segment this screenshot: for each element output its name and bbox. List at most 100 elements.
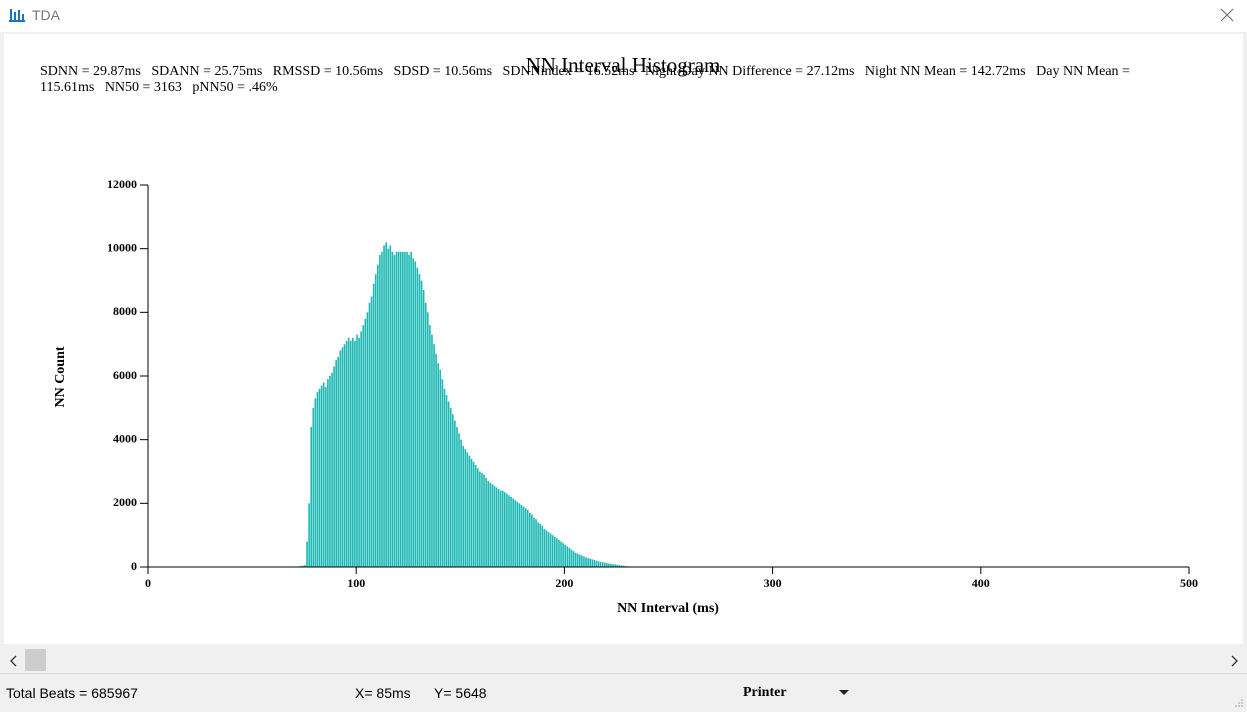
bar: [306, 541, 308, 567]
bar: [402, 251, 404, 567]
scroll-thumb[interactable]: [25, 649, 46, 671]
scroll-right[interactable]: [1231, 655, 1238, 667]
bar: [304, 565, 306, 567]
bar: [352, 337, 354, 567]
bar: [585, 557, 587, 567]
bar: [424, 302, 427, 567]
bar: [506, 493, 508, 567]
bar: [333, 366, 335, 567]
bar: [389, 245, 392, 567]
bar: [558, 539, 560, 567]
cursor-x: X= 85ms: [355, 685, 411, 701]
horizontal-scrollbar[interactable]: [0, 648, 1247, 672]
bar: [318, 388, 321, 567]
bar: [399, 251, 402, 567]
bar: [358, 337, 360, 567]
bar: [335, 360, 338, 567]
bar: [314, 398, 317, 567]
bar: [616, 564, 619, 567]
bar: [497, 489, 500, 567]
x-tick-label: 200: [555, 576, 573, 590]
bar: [345, 340, 348, 567]
bar: [356, 334, 358, 567]
bar: [535, 519, 537, 567]
bar: [426, 312, 429, 567]
bar: [347, 337, 350, 567]
bar: [406, 251, 408, 567]
title-bar: TDA: [0, 0, 1247, 32]
bar: [543, 528, 546, 567]
bar: [397, 251, 400, 567]
bar: [372, 283, 375, 567]
bar: [610, 563, 612, 567]
bar: [393, 255, 396, 568]
bar: [422, 290, 425, 567]
bar: [545, 530, 548, 567]
dropdown-arrow[interactable]: [839, 690, 849, 696]
bar: [501, 490, 504, 567]
bar: [562, 543, 564, 567]
bar: [526, 509, 529, 567]
bar: [622, 565, 625, 567]
bar: [581, 555, 583, 567]
cursor-y: Y= 5648: [434, 685, 487, 701]
bar: [466, 452, 469, 567]
bar: [576, 553, 579, 567]
bar: [574, 552, 577, 567]
y-tick-label: 6000: [113, 368, 137, 382]
bar: [608, 563, 610, 567]
bar: [560, 541, 562, 567]
bar: [547, 531, 550, 567]
bar: [354, 340, 356, 567]
bar: [556, 538, 558, 567]
bar: [349, 340, 352, 567]
bar: [308, 503, 310, 567]
bar: [431, 334, 433, 567]
bar: [341, 347, 344, 567]
bar: [435, 353, 437, 567]
y-tick-label: 2000: [113, 495, 137, 509]
bar: [433, 344, 435, 567]
chart-panel: [4, 34, 1243, 644]
bar: [476, 468, 479, 567]
bar: [493, 485, 496, 567]
bar: [487, 481, 489, 567]
bar: [508, 495, 510, 567]
bar: [395, 251, 398, 567]
y-tick-label: 8000: [113, 304, 137, 318]
bar: [320, 385, 323, 567]
bar: [499, 490, 502, 567]
bar: [533, 517, 535, 567]
bar: [522, 506, 525, 567]
bar: [474, 465, 477, 567]
bar: [539, 524, 542, 567]
bar: [578, 554, 581, 567]
bar: [339, 350, 342, 567]
bar: [337, 356, 340, 567]
total-beats: Total Beats = 685967: [6, 685, 138, 701]
x-tick-label: 0: [145, 576, 151, 590]
bar: [447, 401, 450, 567]
bar: [468, 455, 471, 567]
bar: [541, 525, 544, 567]
output-select[interactable]: Printer: [743, 685, 787, 700]
bar: [597, 561, 600, 567]
bar: [441, 379, 444, 567]
y-tick-label: 12000: [107, 177, 137, 191]
bar: [518, 503, 521, 567]
bar: [464, 449, 467, 567]
chart: NN Interval Histogram NN Interval (ms) N…: [53, 53, 1198, 616]
bar: [310, 426, 313, 567]
bar: [420, 280, 423, 567]
bar: [343, 344, 346, 567]
bar: [445, 395, 448, 567]
bar: [568, 547, 571, 567]
bar: [331, 372, 333, 567]
close-button[interactable]: [1220, 8, 1234, 22]
y-tick-label: 10000: [107, 240, 137, 254]
bar: [583, 556, 585, 567]
bar: [449, 407, 452, 567]
scroll-left[interactable]: [10, 655, 17, 667]
bar: [618, 565, 621, 567]
